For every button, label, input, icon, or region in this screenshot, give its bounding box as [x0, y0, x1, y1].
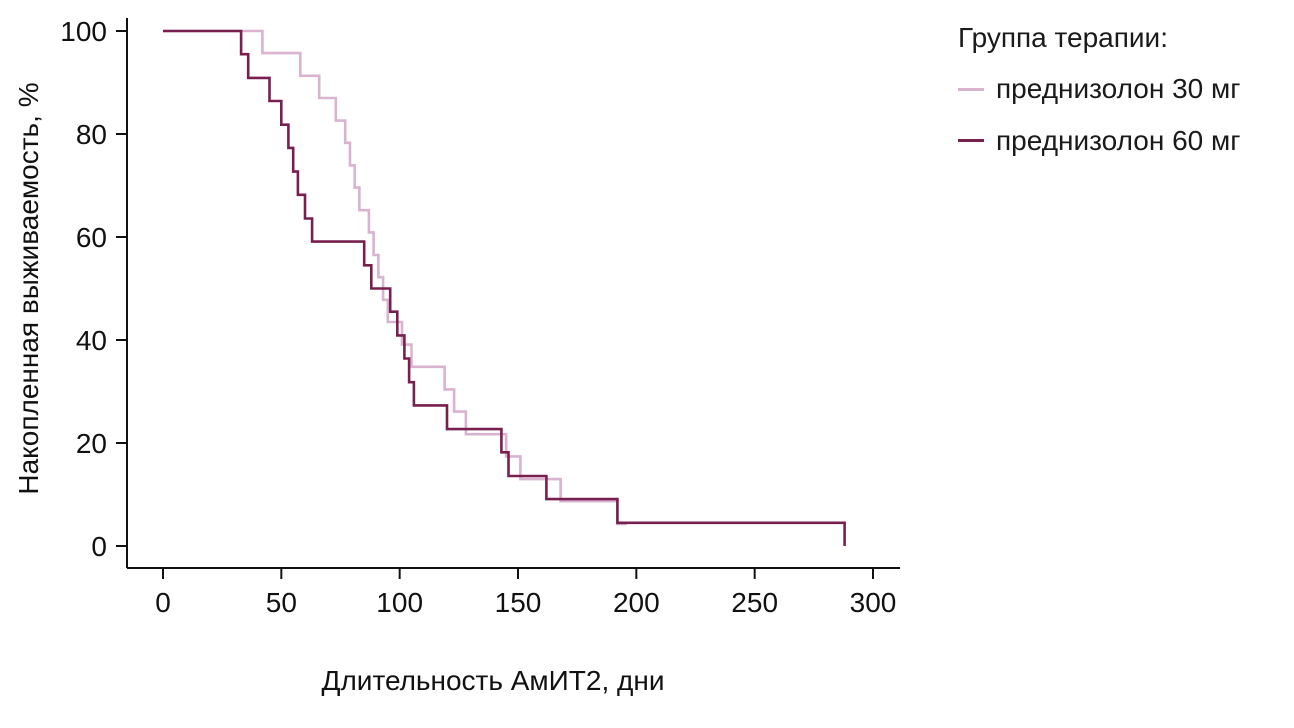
x-tick-label: 200	[613, 587, 660, 618]
y-tick-label: 0	[91, 531, 107, 562]
legend-swatch-30mg	[958, 87, 984, 91]
legend-swatch-60mg	[958, 138, 984, 142]
y-tick-label: 40	[76, 325, 107, 356]
y-tick-label: 20	[76, 428, 107, 459]
x-tick-label: 0	[155, 587, 171, 618]
y-tick-label: 100	[60, 16, 107, 47]
series-line-1	[163, 29, 846, 546]
x-tick-label: 150	[495, 587, 542, 618]
y-tick-label: 60	[76, 222, 107, 253]
y-axis-title: Накопленная выживаемость, %	[13, 82, 44, 494]
legend: Группа терапии: преднизолон 30 мг предни…	[958, 16, 1288, 162]
legend-item-prednisolone-30: преднизолон 30 мг	[958, 67, 1288, 110]
legend-item-prednisolone-60: преднизолон 60 мг	[958, 119, 1288, 162]
y-tick-label: 80	[76, 119, 107, 150]
legend-label-60mg: преднизолон 60 мг	[996, 124, 1241, 156]
x-axis-title: Длительность АмИТ2, дни	[322, 665, 665, 696]
x-tick-label: 250	[731, 587, 778, 618]
x-tick-label: 50	[266, 587, 297, 618]
legend-label-30mg: преднизолон 30 мг	[996, 73, 1241, 105]
legend-title: Группа терапии:	[958, 22, 1168, 53]
x-tick-label: 300	[850, 587, 897, 618]
x-tick-label: 100	[376, 587, 423, 618]
series-line-0	[163, 29, 627, 526]
